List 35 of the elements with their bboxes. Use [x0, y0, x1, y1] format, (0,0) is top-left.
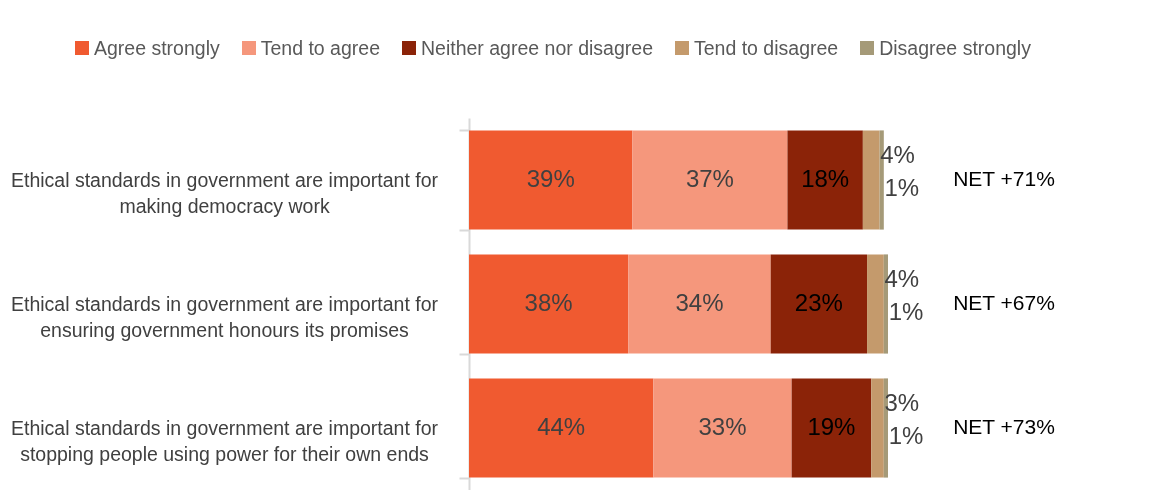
text: NET +73%	[953, 415, 1055, 438]
data-label: 1%	[888, 422, 924, 449]
bar	[469, 378, 654, 478]
bar	[791, 378, 872, 478]
data-label: 23%	[794, 289, 843, 316]
data-label: 18%	[801, 165, 850, 192]
data-label: 1%	[888, 298, 924, 325]
data-label: 34%	[675, 289, 724, 316]
data-label: 38%	[524, 289, 573, 316]
text: NET +67%	[953, 291, 1055, 314]
bar	[787, 130, 863, 230]
data-label: 19%	[807, 413, 856, 440]
legend-label: Disagree strongly	[879, 36, 1031, 60]
bar	[862, 130, 880, 230]
legend-label: Tend to agree	[260, 36, 380, 60]
data-label: 37%	[685, 165, 734, 192]
data-label: 39%	[526, 165, 575, 192]
text: NET +71%	[953, 167, 1055, 190]
bar	[469, 130, 633, 230]
y-tick-label: Ethical standards in government are important for making democracy work	[10, 168, 439, 217]
data-label: 1%	[884, 174, 920, 201]
data-label: 33%	[698, 413, 747, 440]
legend-label: Neither agree nor disagree	[421, 36, 653, 60]
y-tick-label: Ethical standards in government are important for ensuring government honours its promises	[10, 292, 439, 341]
bar	[628, 254, 771, 354]
bar	[632, 130, 788, 230]
bar	[653, 378, 792, 478]
legend-label: Agree strongly	[94, 36, 220, 60]
bar	[770, 254, 868, 354]
data-label: 44%	[537, 413, 586, 440]
bar	[469, 254, 629, 354]
bar	[867, 254, 884, 354]
bar	[871, 378, 884, 478]
y-tick-label: Ethical standards in government are important for stopping people using power for their own ends	[10, 416, 439, 465]
legend-label: Tend to disagree	[693, 36, 839, 60]
